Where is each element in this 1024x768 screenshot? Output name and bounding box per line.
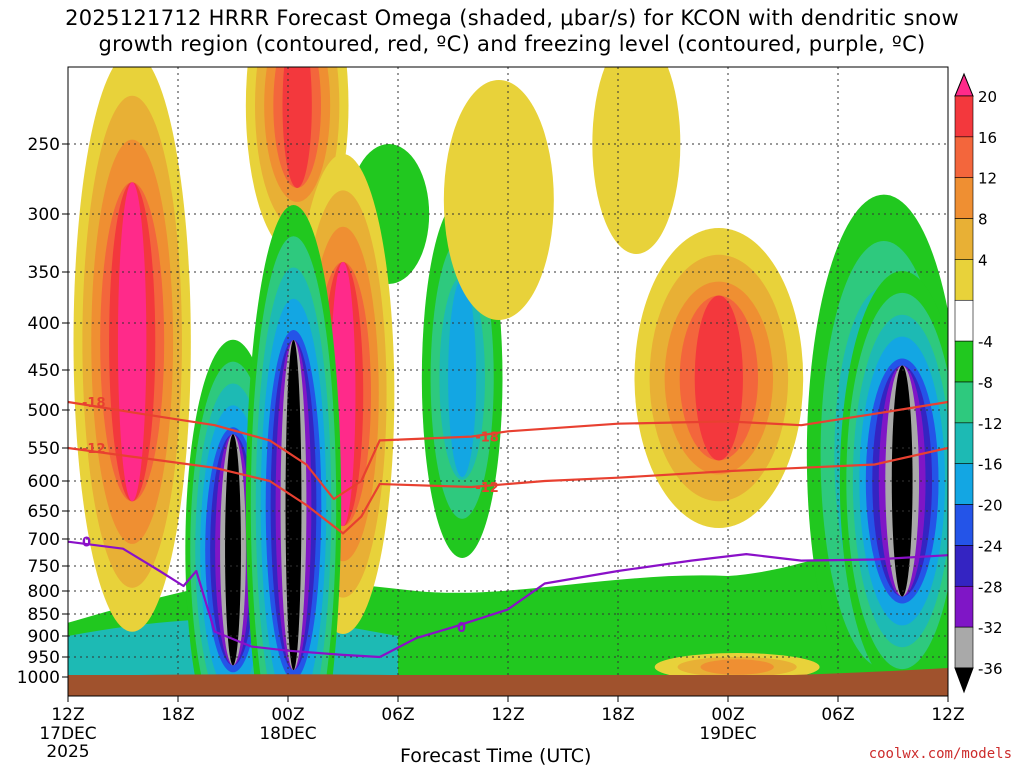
colorbar-bin-4 <box>954 218 974 260</box>
colorbar-bin-7 <box>954 340 974 383</box>
freezing-level-0-label-0: 0 <box>82 536 91 551</box>
colorbar-label-7: -12 <box>978 415 1003 433</box>
colorbar-label-9: -20 <box>978 497 1003 515</box>
y-tick-label-350: 350 <box>28 263 60 283</box>
colorbar-label-13: -36 <box>978 660 1003 678</box>
y-tick-label-900: 900 <box>28 627 60 647</box>
colorbar-bin-10 <box>954 463 974 505</box>
colorbar-label-3: 8 <box>978 211 988 229</box>
x-tick-label-18: 06Z <box>381 705 414 725</box>
field-yellow-upper-2-layer-0 <box>592 67 681 254</box>
x-tick-label-30: 18Z <box>601 705 634 725</box>
colorbar-label-8: -16 <box>978 456 1003 474</box>
x-tick-year-0: 2025 <box>46 742 89 762</box>
dgz-minus-18-label-1: -18 <box>475 431 499 446</box>
colorbar-bin-11 <box>954 504 974 546</box>
contour-lines: -18 -18 -12 -12 0 0 <box>68 396 948 659</box>
colorbar-bin-6 <box>954 299 974 342</box>
y-tick-label-950: 950 <box>28 648 60 668</box>
y-tick-label-450: 450 <box>28 361 60 381</box>
field-yellow-upper-layer-0 <box>443 80 554 320</box>
terrain-surface <box>68 668 948 696</box>
colorbar-bin-14 <box>954 626 974 669</box>
field-blue-mid-layer-3 <box>448 279 477 477</box>
x-tick-label-6: 18Z <box>161 705 194 725</box>
colorbar-label-0: 20 <box>978 88 997 106</box>
omega-field <box>68 67 948 696</box>
x-tick-label-36: 00Z <box>711 705 744 725</box>
colorbar-top-arrow <box>954 72 974 97</box>
y-tick-label-750: 750 <box>28 557 60 577</box>
dgz-minus-12-line <box>68 446 948 535</box>
y-tick-label-250: 250 <box>28 135 60 155</box>
x-tick-date-36: 19DEC <box>699 724 756 744</box>
x-axis-label: Forecast Time (UTC) <box>400 745 592 767</box>
y-tick-label-1000: 1000 <box>17 668 60 688</box>
y-tick-label-850: 850 <box>28 605 60 625</box>
colorbar-label-2: 12 <box>978 170 997 188</box>
field-ascent-left-layer-5 <box>117 182 147 502</box>
y-tick-label-800: 800 <box>28 582 60 602</box>
chart-title-line-2: growth region (contoured, red, ºC) and f… <box>98 32 926 56</box>
y-tick-label-700: 700 <box>28 530 60 550</box>
colorbar-bin-12 <box>954 545 974 587</box>
dgz-minus-12-label-0: -12 <box>82 442 106 457</box>
colorbar-bin-3 <box>954 177 974 219</box>
y-tick-label-650: 650 <box>28 502 60 522</box>
colorbar-label-11: -28 <box>978 578 1003 596</box>
colorbar-bin-1 <box>954 95 974 138</box>
y-tick-label-550: 550 <box>28 439 60 459</box>
credit-link[interactable]: coolwx.com/models <box>868 746 1012 762</box>
field-descent-col-2-layer-8 <box>285 340 302 670</box>
colorbar: 20 16 12 8 4 -4 -8 -12 -16 -20 -24 -28 -32 -36 <box>954 72 1003 694</box>
chart-title-line-1: 2025121712 HRRR Forecast Omega (shaded, … <box>65 6 959 30</box>
colorbar-bin-9 <box>954 422 974 465</box>
field-near-surface-ascent-layer-2 <box>700 659 774 675</box>
y-tick-label-500: 500 <box>28 401 60 421</box>
freezing-level-0-line <box>68 540 948 659</box>
dgz-minus-18-line <box>68 400 948 501</box>
x-tick-label-42: 06Z <box>821 705 854 725</box>
freezing-level-0-label-1: 0 <box>457 621 466 636</box>
y-tick-label-600: 600 <box>28 472 60 492</box>
x-tick-label-12: 00Z <box>271 705 304 725</box>
field-ascent-right-layer-4 <box>694 295 743 461</box>
colorbar-label-5: -4 <box>978 333 993 351</box>
x-tick-date-0: 17DEC <box>39 724 96 744</box>
dgz-minus-12-label-1: -12 <box>475 481 499 496</box>
colorbar-label-10: -24 <box>978 537 1003 555</box>
colorbar-label-4: 4 <box>978 251 988 269</box>
field-descent-col-1-layer-8 <box>225 434 241 666</box>
field-ascent-top-layer-4 <box>282 67 312 188</box>
x-tick-label-24: 12Z <box>491 705 524 725</box>
dgz-minus-18-label-0: -18 <box>82 396 106 411</box>
colorbar-label-1: 16 <box>978 129 997 147</box>
colorbar-bin-13 <box>954 585 974 628</box>
colorbar-bottom-arrow <box>954 667 974 694</box>
x-tick-label-48: 12Z <box>931 705 964 725</box>
colorbar-bin-2 <box>954 136 974 179</box>
x-tick-date-12: 18DEC <box>259 724 316 744</box>
y-tick-label-400: 400 <box>28 314 60 334</box>
colorbar-bin-5 <box>954 259 974 301</box>
y-axis: 2503003504004505005506006507007508008509… <box>17 135 68 688</box>
colorbar-label-12: -32 <box>978 619 1003 637</box>
colorbar-label-6: -8 <box>978 374 993 392</box>
x-tick-label-0: 12Z <box>51 705 84 725</box>
y-tick-label-300: 300 <box>28 205 60 225</box>
colorbar-bin-8 <box>954 381 974 424</box>
